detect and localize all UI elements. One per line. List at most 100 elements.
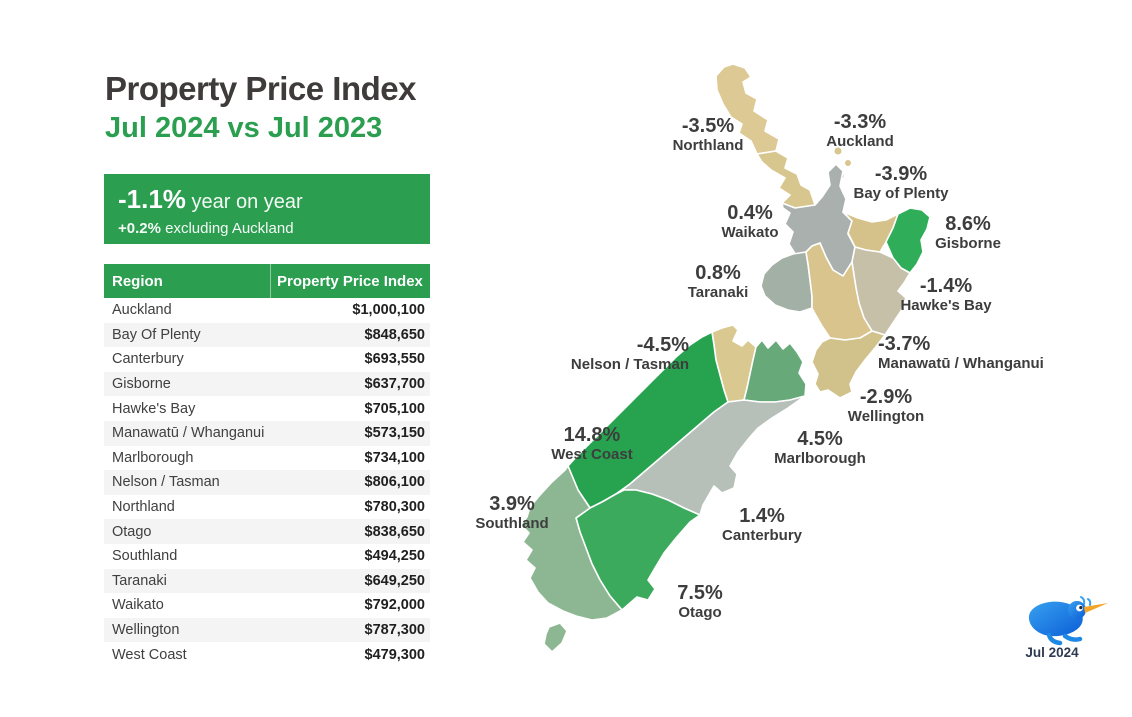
- summary-excl-label: excluding Auckland: [160, 220, 294, 237]
- map-label-northland: -3.5% Northland: [673, 115, 744, 155]
- table-cell-region: Auckland: [112, 302, 172, 319]
- table-row[interactable]: Wellington $787,300: [104, 617, 430, 643]
- map-label-west-coast: 14.8% West Coast: [551, 424, 632, 464]
- table-cell-region: Nelson / Tasman: [112, 474, 220, 491]
- map-label-gisborne: 8.6% Gisborne: [935, 213, 1001, 253]
- table-cell-price-index: $806,100: [364, 474, 425, 491]
- region-wellington[interactable]: [811, 330, 886, 399]
- table-cell-region: Wellington: [112, 622, 180, 639]
- region-marlborough[interactable]: [743, 339, 807, 403]
- table-cell-price-index: $573,150: [364, 425, 425, 442]
- map-label-region-name: Taranaki: [687, 284, 749, 301]
- table-row[interactable]: Canterbury $693,550: [104, 347, 430, 372]
- table-row[interactable]: Hawke's Bay $705,100: [104, 396, 430, 421]
- map-label-value: -3.7%: [878, 333, 931, 355]
- kiwi-pupil: [1079, 606, 1083, 610]
- table-header-price-index: Property Price Index: [270, 264, 430, 298]
- map-label-value: 0.8%: [695, 262, 741, 284]
- map-label-value: 3.9%: [489, 493, 535, 515]
- map-label-manawat-whanganui: -3.7% Manawatū / Whanganui: [878, 333, 1044, 373]
- table-cell-price-index: $479,300: [364, 646, 425, 663]
- table-cell-region: Manawatū / Whanganui: [112, 425, 265, 442]
- kiwi-logo: [1028, 596, 1108, 646]
- summary-excl-value: +0.2%: [118, 220, 161, 237]
- map-label-value: 4.5%: [797, 428, 843, 450]
- map-label-waikato: 0.4% Waikato: [722, 202, 779, 242]
- map-label-otago: 7.5% Otago: [677, 582, 723, 622]
- map-label-value: 0.4%: [727, 202, 773, 224]
- table-cell-price-index: $1,000,100: [352, 302, 425, 319]
- map-label-value: 1.4%: [739, 505, 785, 527]
- table-row[interactable]: Manawatū / Whanganui $573,150: [104, 420, 430, 446]
- summary-yoy-value: -1.1%: [118, 184, 186, 214]
- map-label-region-name: Otago: [678, 604, 722, 621]
- region-canterbury[interactable]: [615, 395, 806, 516]
- table-row[interactable]: Nelson / Tasman $806,100: [104, 470, 430, 495]
- region-stewart-island[interactable]: [543, 622, 568, 653]
- map-label-wellington: -2.9% Wellington: [848, 386, 924, 426]
- table-cell-price-index: $705,100: [364, 400, 425, 417]
- table-cell-region: Taranaki: [112, 572, 167, 589]
- table-cell-price-index: $838,650: [364, 523, 425, 540]
- table-row[interactable]: West Coast $479,300: [104, 642, 430, 667]
- table-body: Auckland $1,000,100 Bay Of Plenty $848,650 C…: [104, 298, 430, 667]
- table-cell-region: Hawke's Bay: [112, 400, 196, 417]
- table-cell-price-index: $780,300: [364, 499, 425, 516]
- table-row[interactable]: Auckland $1,000,100: [104, 298, 430, 323]
- table-row[interactable]: Otago $838,650: [104, 519, 430, 544]
- map-label-value: -3.3%: [833, 111, 887, 133]
- region-auckland-island[interactable]: [833, 146, 843, 156]
- map-label-region-name: Hawke's Bay: [900, 297, 992, 314]
- region-gisborne[interactable]: [885, 207, 931, 274]
- map-label-marlborough: 4.5% Marlborough: [774, 428, 866, 468]
- summary-card: -1.1% year on year +0.2% excluding Auckl…: [104, 174, 430, 244]
- region-southland[interactable]: [520, 465, 623, 621]
- table-cell-region: Marlborough: [112, 449, 194, 466]
- map-label-value: -4.5%: [636, 334, 689, 356]
- map-label-region-name: Canterbury: [721, 527, 803, 544]
- region-taranaki[interactable]: [760, 251, 813, 313]
- table-row[interactable]: Bay Of Plenty $848,650: [104, 322, 430, 348]
- kiwi-motion-lines: [1080, 596, 1092, 606]
- table-cell-price-index: $494,250: [364, 548, 425, 565]
- table-row[interactable]: Waikato $792,000: [104, 593, 430, 618]
- summary-secondary-line: +0.2% excluding Auckland: [118, 220, 416, 237]
- map-label-region-name: Northland: [672, 137, 744, 154]
- map-label-region-name: West Coast: [551, 446, 633, 463]
- table-header: Region Property Price Index: [104, 264, 430, 298]
- table-row[interactable]: Northland $780,300: [104, 495, 430, 520]
- table-cell-region: Otago: [112, 523, 152, 540]
- table-cell-price-index: $734,100: [364, 449, 425, 466]
- kiwi-leg-back: [1062, 633, 1083, 642]
- region-auckland-island[interactable]: [844, 159, 852, 167]
- map-label-southland: 3.9% Southland: [475, 493, 548, 533]
- table-cell-price-index: $649,250: [364, 572, 425, 589]
- table-cell-price-index: $792,000: [364, 597, 425, 614]
- map-label-value: -2.9%: [859, 386, 913, 408]
- table-cell-region: West Coast: [112, 646, 187, 663]
- map-label-region-name: Marlborough: [774, 450, 866, 467]
- table-row[interactable]: Southland $494,250: [104, 544, 430, 569]
- region-auckland[interactable]: [756, 150, 816, 209]
- kiwi-leg-front: [1046, 632, 1063, 646]
- table-cell-region: Bay Of Plenty: [112, 326, 201, 343]
- map-label-value: -3.9%: [874, 163, 928, 185]
- map-label-value: 14.8%: [563, 424, 621, 446]
- map-label-value: -3.5%: [681, 115, 735, 137]
- table-cell-price-index: $637,700: [364, 376, 425, 393]
- summary-yoy-label: year on year: [185, 191, 303, 213]
- table-row[interactable]: Taranaki $649,250: [104, 568, 430, 594]
- map-label-value: 7.5%: [677, 582, 723, 604]
- map-label-nelson-tasman: -4.5% Nelson / Tasman: [571, 334, 689, 374]
- table-row[interactable]: Gisborne $637,700: [104, 371, 430, 397]
- region-hawkes-bay[interactable]: [851, 246, 911, 336]
- map-label-bay-of-plenty: -3.9% Bay of Plenty: [853, 163, 948, 203]
- map-label-auckland: -3.3% Auckland: [826, 111, 894, 151]
- map-label-region-name: Bay of Plenty: [853, 185, 949, 202]
- kiwi-beak: [1084, 603, 1108, 613]
- table-cell-price-index: $693,550: [364, 351, 425, 368]
- table-cell-region: Southland: [112, 548, 178, 565]
- map-label-region-name: Southland: [475, 515, 549, 532]
- table-row[interactable]: Marlborough $734,100: [104, 446, 430, 471]
